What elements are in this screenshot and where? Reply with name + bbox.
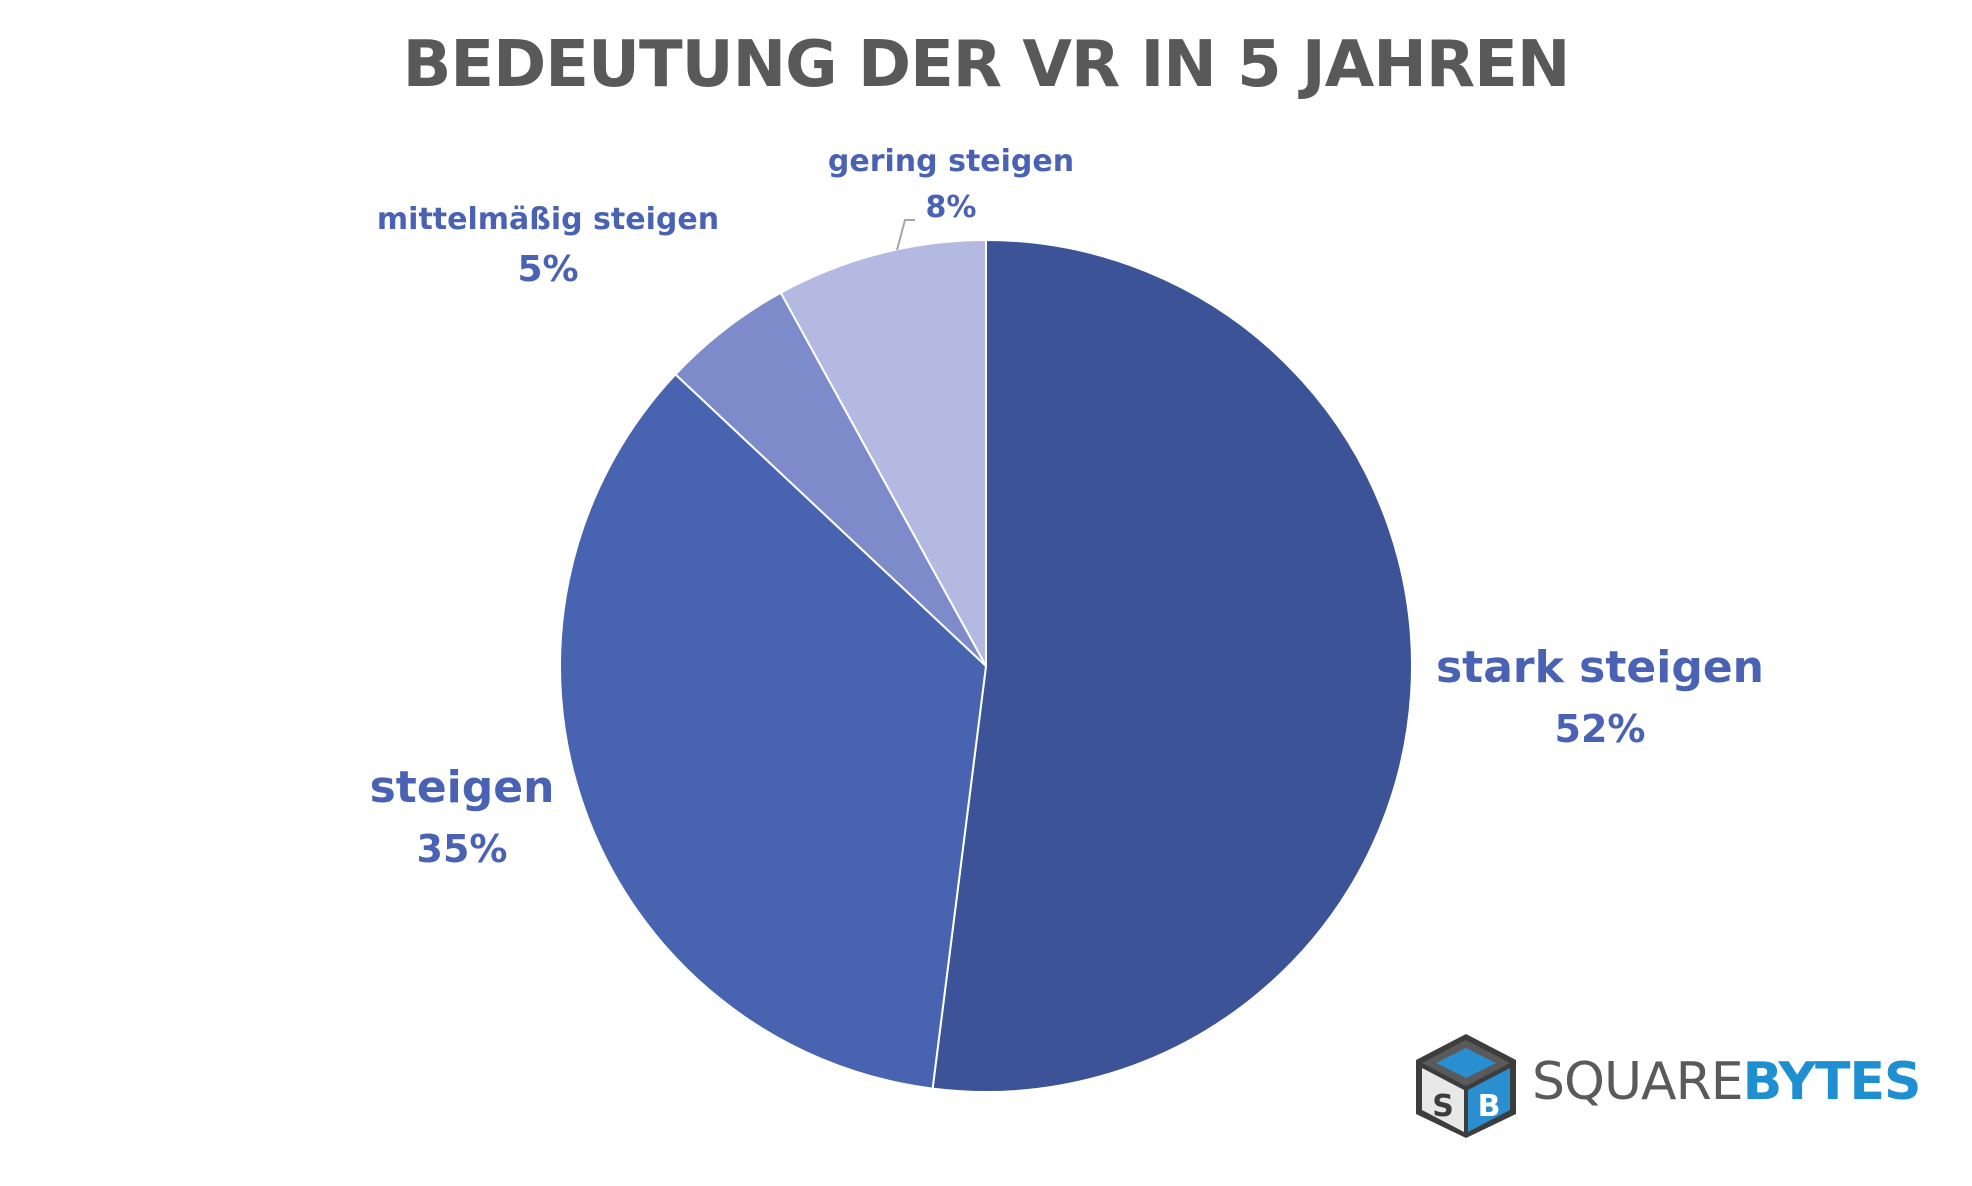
slice-label: mittelmäßig steigen	[377, 202, 719, 237]
slice-value-label: 52%	[1555, 707, 1646, 751]
slice-value-label: 35%	[417, 827, 508, 871]
cube-logo-icon: S B	[1416, 1034, 1516, 1138]
leader-line	[896, 219, 915, 251]
pie-labels: stark steigen 52% steigen 35% mittelmäßig st…	[370, 144, 1764, 871]
logo-monogram-s: S	[1432, 1089, 1454, 1124]
slice-value-label: 8%	[926, 190, 977, 225]
pie-slices	[559, 238, 1414, 1093]
slice-label: stark steigen	[1436, 642, 1764, 693]
logo-word-bytes: BYTES	[1742, 1052, 1922, 1112]
slice-label: steigen	[370, 762, 555, 813]
slice-label: gering steigen	[828, 144, 1074, 179]
logo-wordmark: SQUAREBYTES	[1532, 1056, 1921, 1108]
logo-word-square: SQUARE	[1532, 1052, 1744, 1112]
chart-title: BEDEUTUNG DER VR IN 5 JAHREN	[402, 28, 1571, 102]
squarebytes-logo: S B SQUAREBYTES	[1410, 1030, 1930, 1140]
logo-monogram-b: B	[1478, 1089, 1501, 1124]
pie-slice-steigen	[559, 372, 988, 1090]
pie-slice-gering-steigen	[779, 238, 987, 667]
pie-slice-stark-steigen	[931, 238, 1414, 1093]
slice-value-label: 5%	[517, 249, 578, 290]
